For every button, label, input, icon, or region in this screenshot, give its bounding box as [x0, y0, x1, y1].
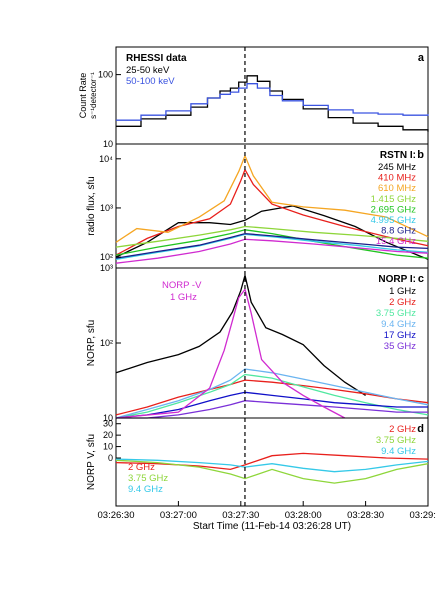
- x-axis-label: Start Time (11-Feb-14 03:26:28 UT): [193, 521, 351, 532]
- legend-title: RSTN I:: [380, 150, 416, 161]
- x-tick-label: 03:27:30: [222, 510, 259, 521]
- panel-c-series-4: [115, 391, 428, 419]
- x-tick-label: 03:29:00: [410, 510, 436, 521]
- y-tick-label: 30: [103, 419, 113, 429]
- y-tick-label: 10³: [100, 203, 113, 213]
- y-tick-label: 10²: [100, 338, 113, 348]
- legend-entry: 1.415 GHz: [371, 194, 417, 205]
- panel-b-series-3: [115, 225, 429, 248]
- y-tick-label: 10⁴: [99, 154, 113, 164]
- y-tick-label: 10: [103, 139, 113, 149]
- y-tick-label: 0: [108, 453, 113, 463]
- y-axis-label: Count Rate: [78, 73, 88, 119]
- panel-c-series-0: [115, 275, 366, 396]
- panel-c-series-2: [115, 373, 429, 419]
- legend-entry: 3.75 GHz: [376, 435, 416, 446]
- legend-entry: 17 GHz: [384, 330, 416, 341]
- x-tick-label: 03:28:30: [347, 510, 384, 521]
- panel-letter: a: [418, 52, 425, 64]
- legend-entry: 2 GHz: [128, 462, 155, 473]
- legend-entry: 2 GHz: [389, 297, 416, 308]
- legend-entry: 2.695 GHz: [371, 204, 417, 215]
- x-tick-label: 03:27:00: [160, 510, 197, 521]
- panel-letter: d: [417, 423, 424, 435]
- legend-title: RHESSI data: [126, 53, 187, 64]
- legend-entry: 410 MHz: [378, 173, 416, 184]
- panel-d-series-2: [115, 458, 429, 473]
- legend-entry: 25-50 keV: [126, 65, 170, 76]
- x-axis-ticks: 03:26:30 03:27:00 03:27:30 03:28:00 03:28:30…: [98, 501, 436, 521]
- y-axis-label-units: s⁻¹detector⁻¹: [89, 72, 98, 119]
- panel-c-series-3: [115, 368, 429, 419]
- y-tick-label: 10²: [100, 252, 113, 262]
- legend-entry: 9.4 GHz: [381, 319, 416, 330]
- legend-entry: 9.4 GHz: [381, 446, 416, 457]
- panel-b-ylabel: radio flux, sfu: [86, 176, 97, 235]
- legend-entry: 610 MHz: [378, 183, 416, 194]
- panel-b: 10² 10³ 10⁴ radio flux, sfu RSTN I:245 MHz41…: [86, 143, 429, 269]
- legend-entry: 2 GHz: [389, 424, 416, 435]
- legend-entry: 15.4 GHz: [376, 236, 416, 247]
- legend-entry: 4.995 GHz: [371, 215, 417, 226]
- panel-letter: c: [418, 273, 424, 285]
- x-tick-label: 03:28:00: [285, 510, 322, 521]
- panel-b-series-6: [115, 232, 429, 259]
- legend-entry: 50-100 keV: [126, 76, 175, 87]
- legend-entry: 3.75 GHz: [128, 473, 168, 484]
- legend-entry: 8.8 GHz: [381, 226, 416, 237]
- y-axis-label: radio flux, sfu: [86, 176, 97, 235]
- panel-b-series-7: [115, 238, 429, 264]
- legend-entry: 3.75 GHz: [376, 308, 416, 319]
- legend-entry-left-item: 1 GHz: [170, 292, 197, 303]
- panel-letter: b: [417, 149, 424, 161]
- panel-c-series-5: [116, 400, 428, 419]
- panel-a-ylabel: Count Rate s⁻¹detector⁻¹: [78, 72, 98, 119]
- panel-b-series-0: [115, 205, 429, 260]
- legend-entry: 9.4 GHz: [128, 484, 163, 495]
- y-axis-label: NORP, sfu: [86, 320, 97, 367]
- panel-c-series-1: [115, 379, 429, 416]
- y-tick-label: 10: [103, 442, 113, 452]
- legend-entry: 1 GHz: [389, 286, 416, 297]
- panel-d-series-1: [115, 459, 429, 484]
- legend-entry: 35 GHz: [384, 341, 416, 352]
- y-tick-label: 10: [103, 413, 113, 423]
- y-tick-label: 20: [103, 430, 113, 440]
- panel-c-series-6: [115, 287, 346, 419]
- x-tick-label: 03:26:30: [98, 510, 135, 521]
- panel-d-ylabel: NORP V, sfu: [86, 434, 97, 490]
- panel-c-ylabel: NORP, sfu: [86, 320, 97, 367]
- y-axis-label: NORP V, sfu: [86, 434, 97, 490]
- panel-b-series-5: [115, 233, 429, 260]
- legend-entry: 245 MHz: [378, 162, 416, 173]
- panel-a-series-1: [116, 83, 429, 121]
- legend-title: NORP I:: [378, 274, 416, 285]
- y-tick-label: 100: [98, 70, 113, 80]
- panel-b-series-4: [115, 229, 429, 259]
- legend-entry-left-title: NORP -V: [162, 280, 202, 291]
- y-tick-label: 10³: [100, 263, 113, 273]
